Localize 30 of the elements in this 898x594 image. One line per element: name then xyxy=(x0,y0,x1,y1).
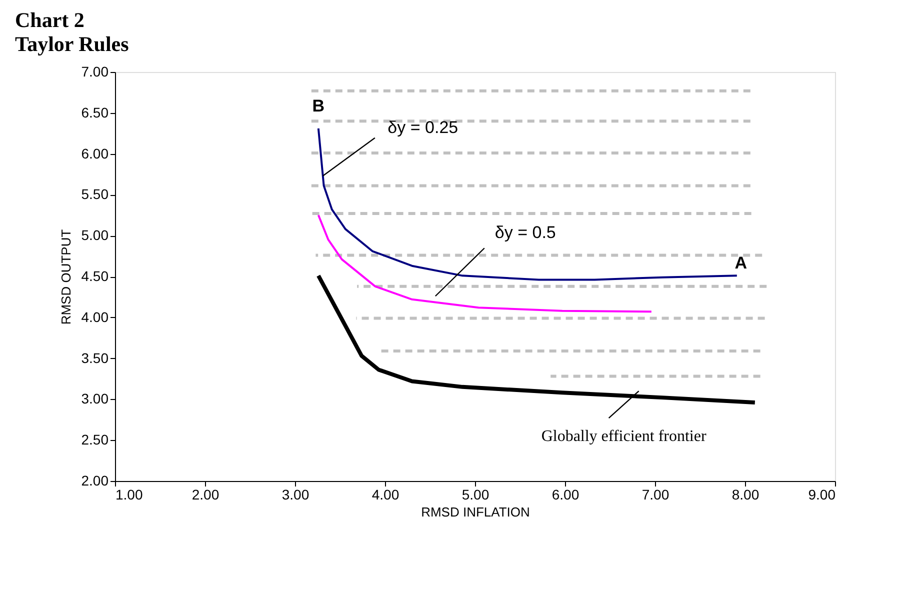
line-series xyxy=(317,214,652,313)
x-tick-label: 1.00 xyxy=(116,486,143,502)
x-tick-label: 2.00 xyxy=(192,486,220,502)
annotation: δy = 0.5 xyxy=(494,223,556,242)
y-tick-label: 4.00 xyxy=(81,308,109,325)
annotation: B xyxy=(312,96,325,116)
annotation: A xyxy=(734,254,748,273)
x-tick-label: 9.00 xyxy=(808,486,836,502)
x-tick-label: 7.00 xyxy=(642,486,670,502)
y-axis-title: RMSD OUTPUT xyxy=(58,229,74,325)
y-tick-label: 2.50 xyxy=(81,432,109,448)
annotation: δy = 0.25 xyxy=(388,118,458,137)
y-tick-label: 2.00 xyxy=(81,472,109,488)
chart-title: Chart 2 xyxy=(15,8,84,32)
y-tick-label: 5.00 xyxy=(81,227,109,244)
y-tick-label: 7.00 xyxy=(81,64,109,80)
annotation: Globally efficient frontier xyxy=(541,428,707,446)
y-tick-label: 5.50 xyxy=(81,186,109,202)
x-tick-label: 5.00 xyxy=(462,486,490,502)
x-tick-label: 3.00 xyxy=(282,486,310,502)
x-tick-label: 6.00 xyxy=(552,486,580,502)
y-tick-label: 3.00 xyxy=(81,390,109,407)
x-axis-title: RMSD INFLATION xyxy=(421,504,530,520)
y-tick-label: 6.00 xyxy=(81,145,109,162)
y-tick-label: 6.50 xyxy=(81,104,109,120)
x-tick-label: 4.00 xyxy=(372,486,400,502)
y-tick-label: 4.50 xyxy=(81,268,109,284)
chart-subtitle: Taylor Rules xyxy=(15,32,129,56)
y-tick-label: 3.50 xyxy=(81,350,109,366)
x-tick-label: 8.00 xyxy=(732,486,760,502)
